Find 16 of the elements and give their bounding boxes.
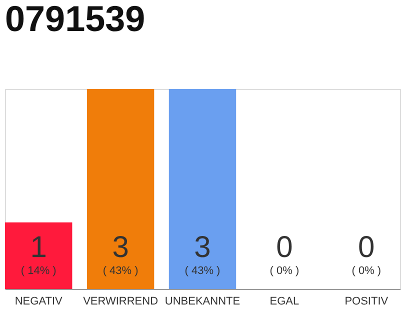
data-label: 1 [30, 231, 47, 264]
annotation: ( 0% ) [270, 265, 300, 277]
data-label: 3 [194, 231, 211, 264]
annotation: ( 14% ) [20, 265, 56, 277]
chart-title: 0791539 [5, 0, 146, 39]
data-label: 0 [358, 231, 375, 264]
annotation: ( 43% ) [184, 265, 220, 277]
x-tick-label: NEGATIV [14, 296, 63, 308]
x-tick-label: POSITIV [344, 296, 389, 308]
x-tick-label: UNBEKANNTE [164, 296, 240, 308]
data-label: 3 [112, 231, 129, 264]
annotation: ( 43% ) [102, 265, 138, 277]
x-tick-label: VERWIRREND [83, 296, 158, 308]
x-tick-label: EGAL [270, 296, 300, 308]
data-label: 0 [276, 231, 293, 264]
annotation: ( 0% ) [352, 265, 382, 277]
